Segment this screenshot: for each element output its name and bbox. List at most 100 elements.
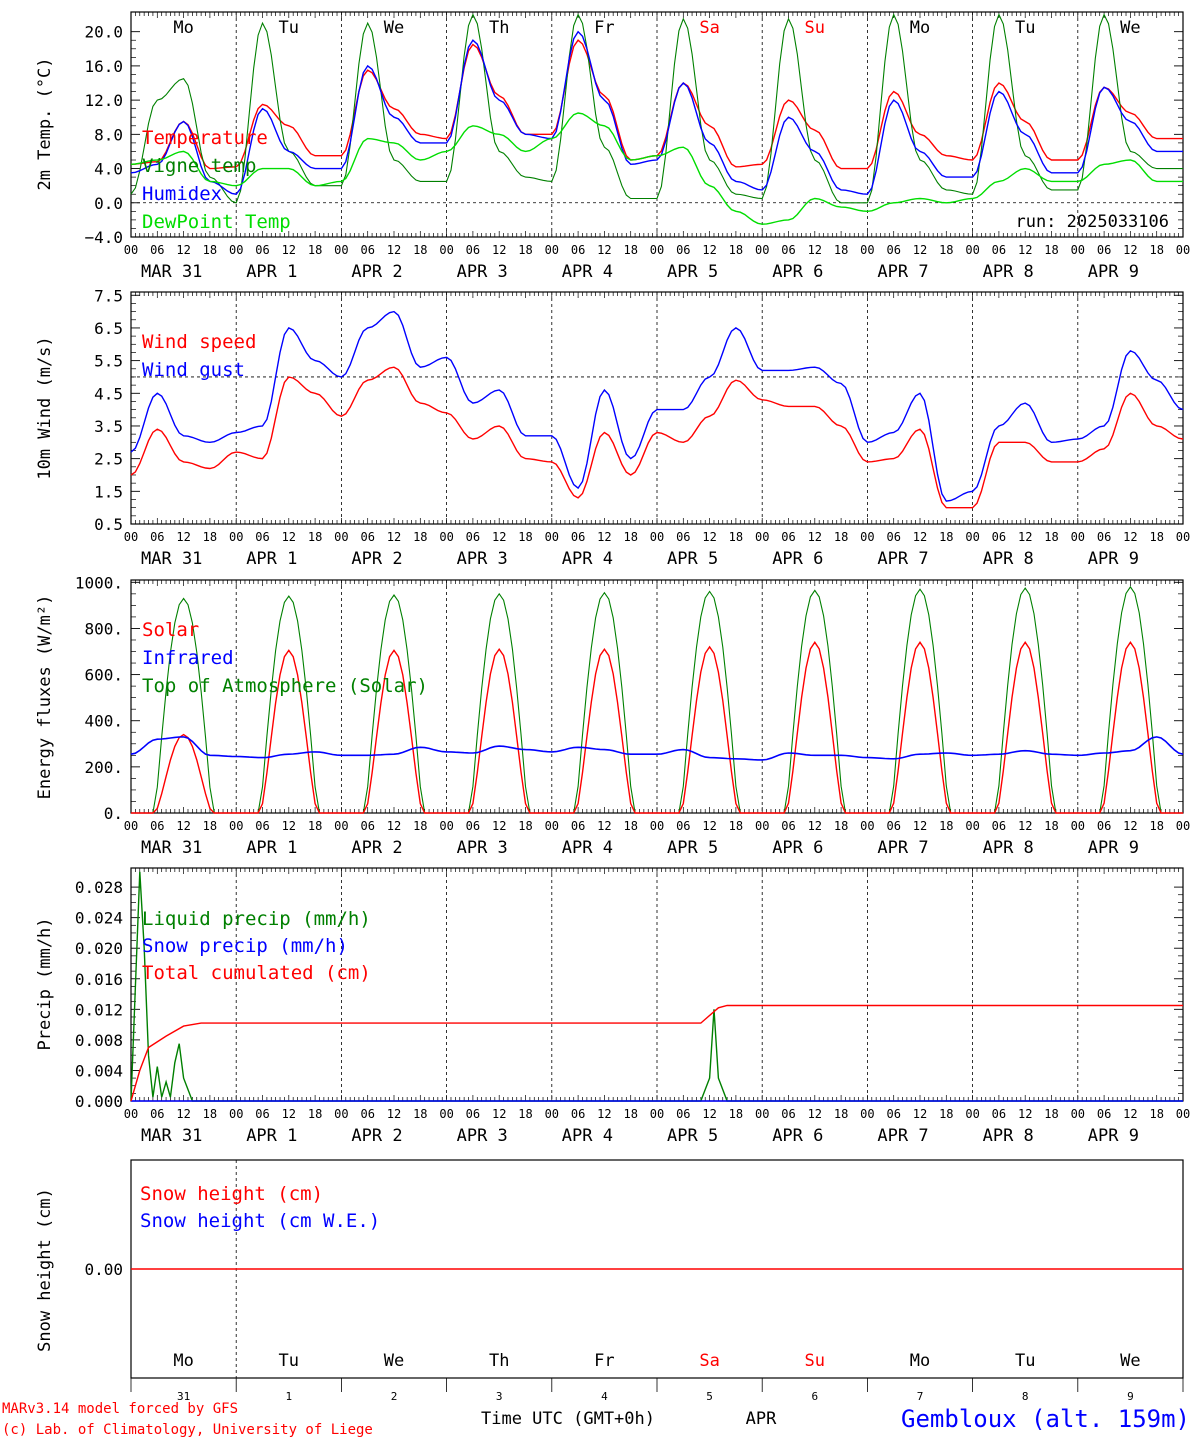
- x-tick-label: 18: [308, 243, 322, 257]
- day-name-label: Su: [805, 18, 825, 38]
- x-tick-label: 00: [755, 530, 769, 544]
- y-tick-label: 1000.: [75, 573, 123, 592]
- date-label: APR 4: [562, 1126, 613, 1146]
- legend-entry: Liquid precip (mm/h): [142, 908, 371, 930]
- x-tick-label: 18: [939, 243, 953, 257]
- series-infrared: [130, 736, 1184, 761]
- x-tick-label: 18: [834, 1107, 848, 1121]
- x-tick-label: 12: [1018, 530, 1032, 544]
- x-tick-label: 12: [176, 1107, 190, 1121]
- x-tick-label: 06: [676, 819, 690, 833]
- x-tick-label: 00: [965, 530, 979, 544]
- x-tick-label: 06: [886, 819, 900, 833]
- x-tick-label: 00: [334, 819, 348, 833]
- y-axis-label: Snow height (cm): [35, 1188, 55, 1352]
- legend-entry: Wind speed: [142, 331, 256, 353]
- x-tick-label: 12: [597, 819, 611, 833]
- x-tick-label: 12: [597, 243, 611, 257]
- x-tick-label: 00: [124, 819, 138, 833]
- x-tick-label: 18: [308, 530, 322, 544]
- x-tick-label: 06: [255, 819, 269, 833]
- date-label: APR 7: [877, 838, 928, 858]
- date-label: APR 2: [351, 549, 402, 569]
- x-tick-label: 12: [176, 243, 190, 257]
- y-tick-label: 800.: [84, 619, 123, 638]
- day-name-label: Sa: [699, 1351, 719, 1371]
- x-tick-label: 06: [466, 1107, 480, 1121]
- x-tick-label: 06: [360, 819, 374, 833]
- day-name-label: Tu: [1015, 1351, 1035, 1371]
- day-number-label: 3: [496, 1390, 503, 1403]
- date-label: APR 9: [1088, 1126, 1139, 1146]
- x-tick-label: 00: [965, 243, 979, 257]
- x-tick-label: 00: [439, 819, 453, 833]
- day-number-label: 8: [1022, 1390, 1029, 1403]
- x-tick-label: 00: [860, 530, 874, 544]
- x-tick-label: 00: [545, 530, 559, 544]
- x-tick-label: 00: [1071, 530, 1085, 544]
- legend-entry: Infrared: [142, 647, 234, 669]
- day-name-label: We: [1120, 18, 1140, 38]
- x-tick-label: 06: [781, 530, 795, 544]
- x-tick-label: 18: [518, 530, 532, 544]
- x-tick-label: 18: [1149, 530, 1163, 544]
- date-label: APR 9: [1088, 838, 1139, 858]
- x-tick-label: 00: [229, 1107, 243, 1121]
- x-axis-label: Time UTC (GMT+0h): [481, 1409, 655, 1429]
- credit-line-1: MARv3.14 model forced by GFS: [2, 1401, 238, 1417]
- y-tick-label: 0.000: [75, 1092, 123, 1111]
- run-annotation: run: 2025033106: [1015, 212, 1169, 232]
- x-tick-label: 18: [518, 243, 532, 257]
- x-tick-label: 00: [860, 243, 874, 257]
- y-tick-label: 4.0: [94, 160, 123, 179]
- day-name-label: Tu: [1015, 18, 1035, 38]
- x-tick-label: 18: [413, 1107, 427, 1121]
- x-tick-label: 00: [124, 530, 138, 544]
- y-tick-label: 20.0: [84, 23, 123, 42]
- date-label: APR 6: [772, 549, 823, 569]
- x-tick-label: 18: [834, 819, 848, 833]
- x-tick-label: 18: [413, 530, 427, 544]
- date-label: APR 9: [1088, 262, 1139, 282]
- day-number-label: 6: [811, 1390, 818, 1403]
- x-tick-label: 00: [1176, 1107, 1190, 1121]
- x-tick-label: 00: [229, 819, 243, 833]
- x-tick-label: 00: [1176, 819, 1190, 833]
- x-tick-label: 18: [203, 819, 217, 833]
- x-tick-label: 00: [1071, 1107, 1085, 1121]
- x-tick-label: 00: [229, 243, 243, 257]
- x-tick-label: 00: [650, 819, 664, 833]
- series-line: [130, 30, 1183, 195]
- date-label: APR 5: [667, 262, 718, 282]
- day-name-label: Mo: [910, 1351, 930, 1371]
- legend-entry: Humidex: [142, 183, 222, 205]
- x-tick-label: 00: [650, 243, 664, 257]
- x-tick-label: 06: [1097, 530, 1111, 544]
- legend-entry: Snow height (cm W.E.): [140, 1210, 380, 1232]
- x-tick-label: 18: [939, 1107, 953, 1121]
- x-tick-label: 00: [124, 1107, 138, 1121]
- x-tick-label: 12: [176, 819, 190, 833]
- series-line: [130, 13, 1183, 204]
- x-tick-label: 06: [150, 530, 164, 544]
- day-name-label: Su: [805, 1351, 825, 1371]
- y-tick-label: 0.0: [94, 194, 123, 213]
- date-label: MAR 31: [141, 838, 202, 858]
- date-label: APR 4: [562, 262, 613, 282]
- x-tick-label: 00: [1071, 819, 1085, 833]
- day-name-label: Mo: [173, 1351, 193, 1371]
- day-number-label: 2: [391, 1390, 398, 1403]
- x-tick-label: 00: [1176, 243, 1190, 257]
- date-label: MAR 31: [141, 549, 202, 569]
- panel-frame: [130, 11, 1184, 238]
- legend-entry: Vigne temp: [142, 155, 256, 177]
- date-label: APR 1: [246, 1126, 297, 1146]
- x-tick-label: 00: [545, 243, 559, 257]
- x-tick-label: 06: [886, 243, 900, 257]
- x-tick-label: 12: [913, 530, 927, 544]
- legend-entry: Temperature: [142, 127, 268, 149]
- x-tick-label: 12: [597, 530, 611, 544]
- x-tick-label: 12: [282, 1107, 296, 1121]
- x-tick-label: 18: [939, 819, 953, 833]
- x-tick-label: 00: [334, 1107, 348, 1121]
